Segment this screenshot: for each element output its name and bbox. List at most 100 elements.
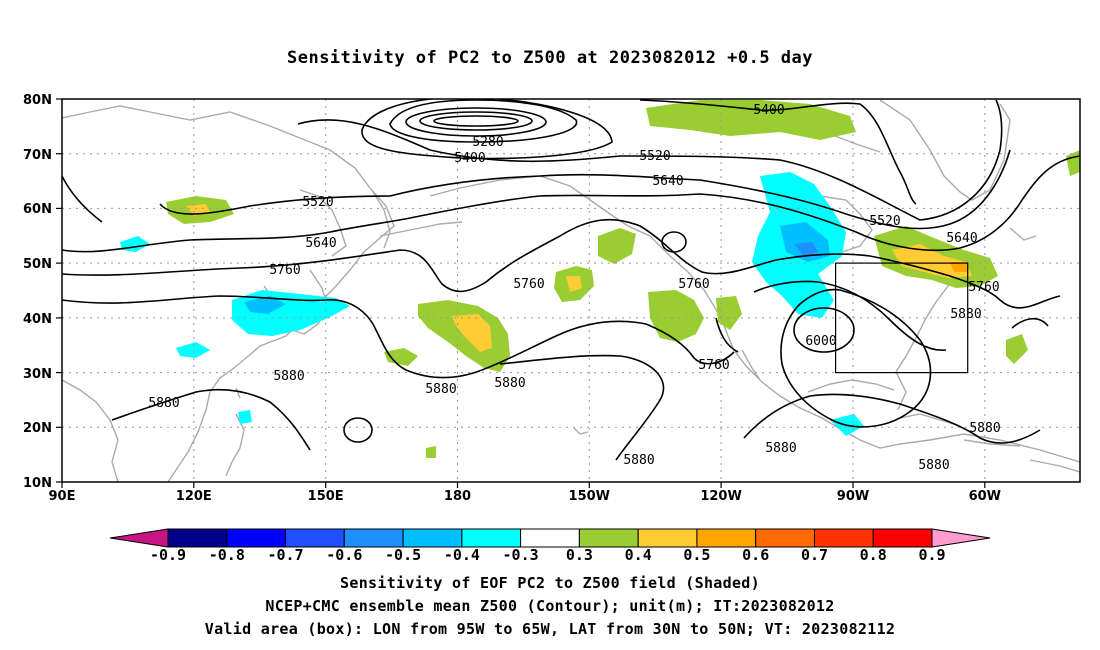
contour-label: 5760 [968,280,999,295]
lat-label: 30N [23,367,52,382]
contour-low-core-1 [433,115,519,127]
contour-label: 5880 [765,441,796,456]
coastline-newfoundland [1009,227,1037,241]
contour-label: 5880 [969,421,1000,436]
colorbar-cell [755,528,815,548]
lat-label: 70N [23,148,52,163]
colorbar-label: -0.7 [267,546,303,564]
colorbar-label: -0.3 [503,546,539,564]
colorbar-label: -0.4 [444,546,480,564]
lon-label: 150E [308,489,344,504]
shade-atlantic [1006,334,1028,364]
colorbar-label: -0.9 [150,546,186,564]
colorbar-cell [696,528,757,548]
colorbar-label: 0.8 [860,546,887,564]
colorbar-label: -0.6 [326,546,362,564]
axis-ticks [56,98,986,488]
valid-area-box [834,262,969,374]
coastline-south-america [1029,459,1080,473]
colorbar-label: 0.7 [801,546,828,564]
colorbar-label: -0.5 [385,546,421,564]
contour-5880-west [62,295,735,379]
colorbar-label: 0.5 [683,546,710,564]
colorbar-cells [167,528,933,548]
caption-contour: NCEP+CMC ensemble mean Z500 (Contour); u… [265,597,835,615]
lat-label: 60N [23,202,52,217]
colorbar-labels: -0.9 -0.8 -0.7 -0.6 -0.5 -0.4 -0.3 0.3 0.4 0.5 0.6… [150,546,946,564]
coastline-hawaii [573,427,589,435]
contour-5400-east [639,99,917,205]
contour-5880-tropics [499,354,665,461]
coastline-alaska [429,175,689,273]
contour-label: 5880 [148,396,179,411]
coastline-indochina [62,379,119,482]
colorbar-cell [226,528,287,548]
colorbar-cell [637,528,698,548]
lon-label: 180 [444,489,471,504]
lat-label: 40N [23,312,52,327]
contour-5880-ridge [753,280,947,351]
latitude-labels: 80N 70N 60N 50N 40N 30N 20N 10N [23,93,52,491]
contour-5520-north [297,99,1003,221]
coastline-kamchatka [371,189,391,249]
colorbar-label: 0.6 [742,546,769,564]
contour-5880-central [111,388,311,451]
contour-low-core-2 [419,111,533,131]
map-frame [61,98,1081,483]
contour-label: 5760 [678,277,709,292]
coastline-aleutians [379,221,463,237]
lon-label: 120W [700,489,741,504]
colorbar-cell [167,528,228,548]
contour-5280 [389,99,578,143]
contour-label: 6000 [805,334,836,349]
shade-dateline-south [384,348,418,366]
colorbar-low-tip [109,528,169,548]
contour-label: 5880 [623,453,654,468]
lat-label: 20N [23,421,52,436]
shade-gulf-of-alaska-core [566,276,582,292]
lat-label: 50N [23,257,52,272]
colorbar-cell [285,528,345,548]
colorbar-cell [461,528,522,548]
contour-label: 5880 [273,369,304,384]
coastline-taiwan [235,387,241,399]
colorbar-label: 0.9 [918,546,945,564]
coastline-gulf-of-mexico [807,379,895,393]
contour-5520-greenland [62,174,103,223]
contour-label: 5880 [494,376,525,391]
lon-label: 150W [569,489,610,504]
lat-label: 10N [23,476,52,491]
shade-sea-of-japan-core [244,296,286,314]
coastline-cuba [899,413,961,427]
shade-canada-west-deep [794,242,818,256]
lon-label: 90W [837,489,869,504]
contour-label: 5880 [950,307,981,322]
lat-label: 80N [23,93,52,108]
contour-label-group: 5400 5280 5400 5520 5520 5640 5520 5640 … [148,103,1000,473]
caption-shaded: Sensitivity of EOF PC2 to Z500 field (Sh… [340,574,760,592]
shade-ne-pacific [648,290,704,342]
coastline-greenland [879,99,1011,201]
contour-label: 5760 [698,358,729,373]
contour-label: 5520 [302,195,333,210]
coastline-sea-of-okhotsk [299,189,347,257]
colorbar-label: -0.8 [209,546,245,564]
contour-5640 [62,155,1080,253]
contour-5880-gulf [743,393,1041,444]
map-title: Sensitivity of PC2 to Z500 at 2023082012… [286,48,813,68]
contour-label: 5640 [305,236,336,251]
lon-label: 90E [49,489,76,504]
colorbar-cell [872,528,933,548]
colorbar-label: 0.4 [625,546,652,564]
contour-label: 5280 [472,135,503,150]
contour-5880-pacific-small [343,417,373,443]
shade-alaska-panhandle [598,228,636,264]
colorbar-cell [578,528,639,548]
contour-5880-atlantic [1011,317,1049,329]
caption-valid-area: Valid area (box): LON from 95W to 65W, L… [204,620,896,638]
longitude-labels: 90E 120E 150E 180 150W 120W 90W 60W [49,489,1002,504]
shade-pacific-ne-japan [176,342,210,358]
colorbar-cell [814,528,874,548]
coastline-asia [62,105,395,482]
shade-pacific-small [426,446,436,458]
